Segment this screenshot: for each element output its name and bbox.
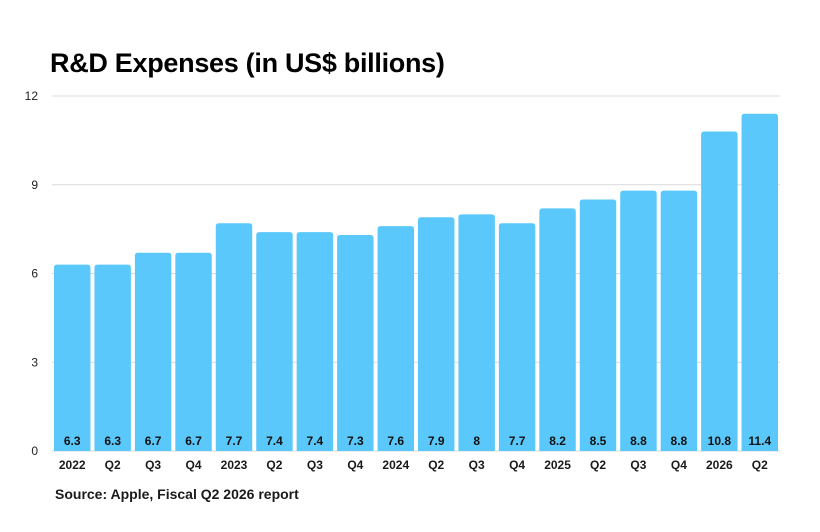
bar-value-label: 11.4 bbox=[748, 434, 771, 448]
bar-value-label: 8.8 bbox=[630, 434, 647, 448]
x-tick-label: Q4 bbox=[186, 458, 202, 472]
bar bbox=[620, 190, 657, 451]
y-tick-label: 0 bbox=[31, 444, 38, 458]
x-tick-label: Q2 bbox=[428, 458, 444, 472]
x-tick-label: 2022 bbox=[59, 458, 86, 472]
x-tick-label: Q4 bbox=[347, 458, 363, 472]
y-tick-label: 6 bbox=[31, 267, 38, 281]
bar bbox=[498, 223, 536, 451]
bar-value-label: 10.8 bbox=[708, 434, 732, 448]
bar bbox=[701, 131, 738, 451]
bar-value-label: 8 bbox=[473, 434, 480, 448]
bar bbox=[660, 190, 698, 451]
bar bbox=[458, 214, 495, 451]
bar bbox=[94, 264, 131, 451]
x-tick-label: Q3 bbox=[307, 458, 323, 472]
x-tick-label: 2023 bbox=[221, 458, 248, 472]
chart-title: R&D Expenses (in US$ billions) bbox=[50, 48, 445, 78]
bar-value-label: 7.9 bbox=[428, 434, 445, 448]
x-tick-label: Q3 bbox=[469, 458, 485, 472]
x-tick-label: 2024 bbox=[382, 458, 409, 472]
bar-value-label: 6.7 bbox=[145, 434, 162, 448]
y-tick-label: 3 bbox=[31, 355, 38, 369]
bar-value-label: 7.4 bbox=[266, 434, 283, 448]
bar-value-label: 7.6 bbox=[387, 434, 404, 448]
bar bbox=[377, 226, 414, 451]
bar bbox=[296, 232, 334, 451]
source-note: Source: Apple, Fiscal Q2 2026 report bbox=[55, 486, 299, 502]
x-tick-label: Q4 bbox=[671, 458, 687, 472]
bar-value-label: 7.4 bbox=[307, 434, 324, 448]
bar bbox=[134, 252, 172, 451]
x-tick-label: Q3 bbox=[145, 458, 161, 472]
bar-value-label: 6.3 bbox=[104, 434, 121, 448]
bar bbox=[337, 235, 374, 451]
x-tick-label: 2025 bbox=[544, 458, 571, 472]
bar bbox=[256, 232, 293, 451]
bar-value-label: 7.3 bbox=[347, 434, 364, 448]
bar bbox=[579, 199, 617, 451]
x-tick-label: Q3 bbox=[630, 458, 646, 472]
bar bbox=[539, 208, 576, 451]
bar bbox=[54, 264, 91, 451]
bar-value-label: 6.7 bbox=[185, 434, 202, 448]
bar bbox=[741, 113, 778, 451]
bar bbox=[418, 217, 455, 451]
x-tick-label: Q2 bbox=[590, 458, 606, 472]
bar-value-label: 6.3 bbox=[64, 434, 81, 448]
bar-value-label: 7.7 bbox=[509, 434, 526, 448]
bar-value-label: 8.8 bbox=[671, 434, 688, 448]
x-tick-label: Q4 bbox=[509, 458, 525, 472]
bar-value-label: 8.2 bbox=[549, 434, 566, 448]
x-tick-label: Q2 bbox=[105, 458, 121, 472]
x-tick-label: Q2 bbox=[266, 458, 282, 472]
gridlines bbox=[52, 95, 780, 452]
labels: 0 3 6 9 12 6.3 2022 6.3 Q2 6.7 Q3 6.7 Q4 7.7 2023 7.4 Q2… bbox=[25, 89, 772, 472]
bar-value-label: 8.5 bbox=[590, 434, 607, 448]
bar-value-label: 7.7 bbox=[226, 434, 243, 448]
y-tick-label: 12 bbox=[25, 89, 39, 103]
y-tick-label: 9 bbox=[31, 178, 38, 192]
bars bbox=[54, 113, 778, 451]
bar bbox=[215, 223, 253, 451]
x-tick-label: 2026 bbox=[706, 458, 733, 472]
bar bbox=[175, 252, 212, 451]
x-tick-label: Q2 bbox=[752, 458, 768, 472]
